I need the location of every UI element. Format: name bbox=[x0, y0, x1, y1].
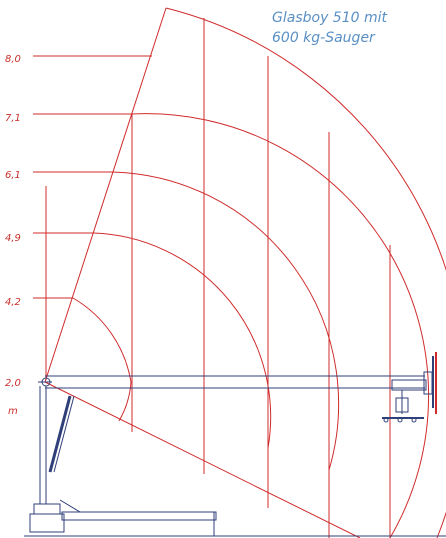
suction-pad-2 bbox=[397, 417, 403, 423]
height-label-4-2: 4,2 bbox=[5, 297, 21, 308]
hydraulic-cylinder bbox=[48, 395, 72, 473]
arc-4-2 bbox=[72, 297, 132, 383]
arc-4-9 bbox=[93, 232, 272, 449]
hydraulic-rod bbox=[53, 395, 75, 473]
base-upper bbox=[33, 503, 61, 515]
glasboy-machine bbox=[24, 352, 446, 537]
lifter-arm bbox=[391, 379, 427, 391]
suction-pad-3 bbox=[411, 417, 417, 423]
diagram-title: Glasboy 510 mit 600 kg-Sauger bbox=[272, 8, 387, 48]
arc-4-2-lower bbox=[118, 381, 132, 422]
envelope-left-edge bbox=[44, 7, 167, 383]
unit-label: m bbox=[8, 406, 18, 417]
height-label-4-9: 4,9 bbox=[5, 233, 21, 244]
arc-7-1 bbox=[131, 113, 430, 538]
height-label-6-1: 6,1 bbox=[5, 170, 21, 181]
base-body bbox=[29, 513, 65, 533]
suction-pad-1 bbox=[383, 417, 389, 423]
height-label-7-1: 7,1 bbox=[5, 113, 21, 124]
title-line-2: 600 kg-Sauger bbox=[272, 30, 375, 46]
lifter-joint bbox=[395, 397, 409, 413]
height-label-2-0: 2,0 bbox=[5, 378, 21, 389]
chassis-beam bbox=[61, 511, 217, 521]
arc-6-1 bbox=[111, 171, 340, 471]
height-label-8-0: 8,0 bbox=[5, 54, 21, 65]
envelope-bottom-edge bbox=[44, 381, 361, 538]
outer-arc bbox=[165, 7, 446, 538]
outrigger bbox=[59, 499, 81, 513]
load-curves bbox=[33, 7, 446, 538]
title-line-1: Glasboy 510 mit bbox=[272, 10, 387, 26]
